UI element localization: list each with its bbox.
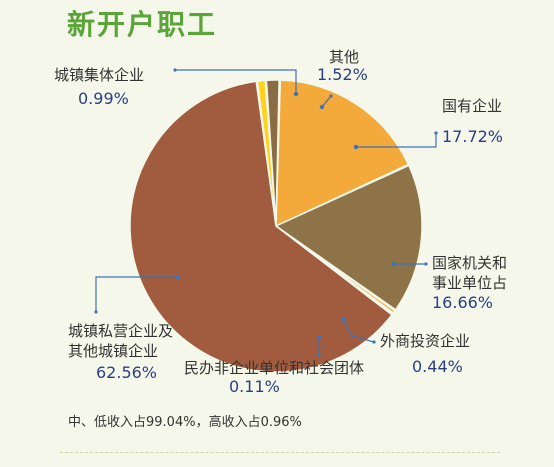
leader-dot-2-1 <box>424 262 428 266</box>
slice-label-2-1: 事业单位占 <box>432 274 507 292</box>
divider <box>60 452 500 453</box>
slice-value-1: 17.72% <box>442 127 503 146</box>
leader-dot-3-1 <box>372 340 376 344</box>
leader-dot-6-1 <box>173 68 177 72</box>
slice-value-5: 62.56% <box>96 363 157 382</box>
slice-value-4: 0.11% <box>229 377 280 396</box>
leader-dot-2-0 <box>391 261 397 267</box>
pie-slices <box>129 79 423 373</box>
slice-label-6-0: 城镇集体企业 <box>54 66 144 84</box>
pie-slice-2 <box>274 164 423 311</box>
leader-dot-1-0 <box>353 144 359 150</box>
chart-title: 新开户职工 <box>67 8 218 41</box>
leader-dot-0-1 <box>329 94 333 98</box>
leader-dot-3-0 <box>340 316 346 322</box>
slice-label-5-1: 其他城镇企业 <box>68 342 158 360</box>
footnote: 中、低收入占99.04%，高收入占0.96% <box>68 415 302 430</box>
leader-lines <box>94 68 438 357</box>
leader-dot-4-0 <box>316 334 322 340</box>
pie-slice-6 <box>256 79 277 227</box>
slice-label-4-0: 民办非企业单位和社会团体 <box>184 359 364 377</box>
slice-label-3-0: 外商投资企业 <box>380 332 470 350</box>
leader-dot-6-0 <box>293 91 299 97</box>
slice-label-5-0: 城镇私营企业及 <box>68 322 173 340</box>
leader-line-6 <box>175 69 297 94</box>
leader-dot-5-0 <box>175 274 181 280</box>
slice-label-2-0: 国家机关和 <box>432 254 507 272</box>
leader-dot-4-1 <box>317 353 321 357</box>
leader-dot-0-0 <box>319 104 325 110</box>
slice-value-2: 16.66% <box>432 293 493 312</box>
slice-value-6: 0.99% <box>78 89 129 108</box>
leader-line-3 <box>342 318 375 343</box>
leader-dot-1-1 <box>434 131 438 135</box>
slice-label-1-0: 国有企业 <box>442 97 502 115</box>
pie-slice-5 <box>129 80 393 373</box>
pie-slice-1 <box>275 79 410 228</box>
leader-dot-5-1 <box>94 310 98 314</box>
slice-label-0-0: 其他 <box>329 48 359 66</box>
leader-line-5 <box>95 276 178 312</box>
slice-value-3: 0.44% <box>412 357 463 376</box>
leader-line-1 <box>356 133 437 148</box>
leader-line-0 <box>321 95 332 108</box>
slice-value-0: 1.52% <box>317 65 368 84</box>
pie-slice-0 <box>265 79 280 227</box>
